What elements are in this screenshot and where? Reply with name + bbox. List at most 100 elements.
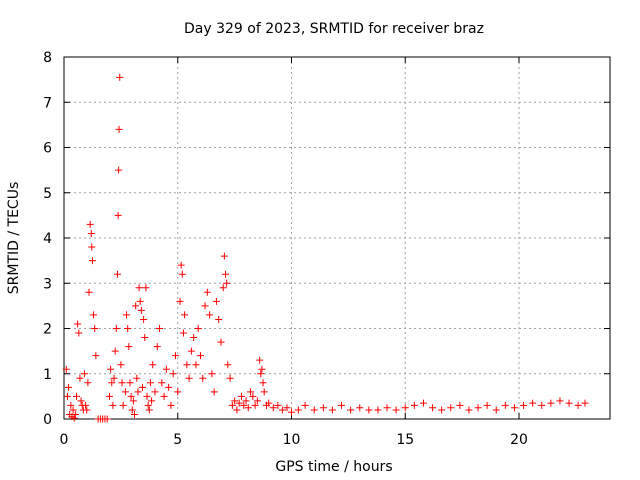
data-point [456,401,464,409]
data-point [179,329,187,337]
data-point [148,397,156,405]
x-tick-labels: 0 5 10 15 20 [60,432,528,448]
data-point [356,404,364,412]
data-point [249,392,257,400]
x-tick-label: 10 [283,432,301,448]
data-point [274,401,282,409]
data-point [256,356,264,364]
data-point [501,401,509,409]
data-point [70,414,78,422]
data-point [338,401,346,409]
data-point [192,361,200,369]
data-point [265,399,273,407]
data-point [206,311,214,319]
data-point [556,397,564,405]
data-point [365,406,373,414]
data-points [62,73,589,423]
data-point [574,401,582,409]
axis-ticks [63,56,610,420]
data-point [547,399,555,407]
data-point [146,379,154,387]
data-point [91,325,99,332]
data-point [108,379,116,387]
data-point [117,361,125,369]
data-point [251,401,259,409]
data-point [65,383,73,391]
data-point [220,252,228,260]
data-point [383,404,391,412]
data-point [199,374,207,382]
data-point [210,388,218,396]
data-point [201,302,209,310]
data-point [141,334,149,342]
data-point [77,397,85,405]
data-point [84,379,92,387]
data-point [185,374,193,382]
data-point [158,379,166,387]
data-point [228,401,236,409]
data-point [438,406,446,414]
data-point [283,404,291,412]
data-point [212,297,220,305]
data-point [143,392,151,400]
data-point [109,401,117,409]
data-point [278,406,286,414]
y-axis-label: SRMTID / TECUs [6,182,22,295]
data-point [92,352,100,360]
data-point [176,297,184,305]
data-point [137,306,145,314]
y-tick-label: 8 [43,50,52,66]
data-point [288,408,295,416]
data-point [183,361,191,369]
data-point [222,270,230,278]
data-point [392,406,400,414]
data-point [63,392,71,400]
data-point [269,404,277,412]
data-point [178,270,186,278]
data-point [224,361,232,369]
data-point [319,404,327,412]
data-point [219,284,227,292]
data-point [67,401,75,409]
data-point [429,404,437,412]
data-point [419,399,427,407]
data-point [226,374,234,382]
data-point [510,404,518,412]
x-tick-label: 5 [173,432,182,448]
data-point [125,343,133,351]
data-point [115,125,123,133]
y-tick-label: 5 [43,186,52,202]
data-point [167,401,175,409]
data-point [233,406,241,414]
chart-title: Day 329 of 2023, SRMTID for receiver bra… [184,21,484,37]
data-point [128,406,136,414]
data-point [156,325,164,332]
data-point [217,338,225,346]
y-tick-label: 0 [43,412,52,428]
data-point [171,352,179,360]
data-point [203,288,211,296]
data-point [114,211,122,219]
data-point [328,406,336,414]
data-point [242,397,250,405]
data-point [75,329,83,337]
data-point [581,399,589,407]
data-point [135,284,143,292]
data-point [492,406,500,414]
data-point [106,392,113,400]
y-tick-label: 1 [43,367,52,383]
data-point [119,401,127,409]
data-point [88,243,96,251]
data-point [259,379,267,387]
data-point [177,261,185,269]
y-tick-label: 4 [43,231,52,247]
data-point [144,401,152,409]
data-point [474,404,482,412]
data-point [247,388,255,396]
data-point [126,379,134,387]
data-point [87,229,95,237]
data-point [374,406,382,414]
data-point [310,406,318,414]
y-tick-label: 7 [43,95,52,111]
